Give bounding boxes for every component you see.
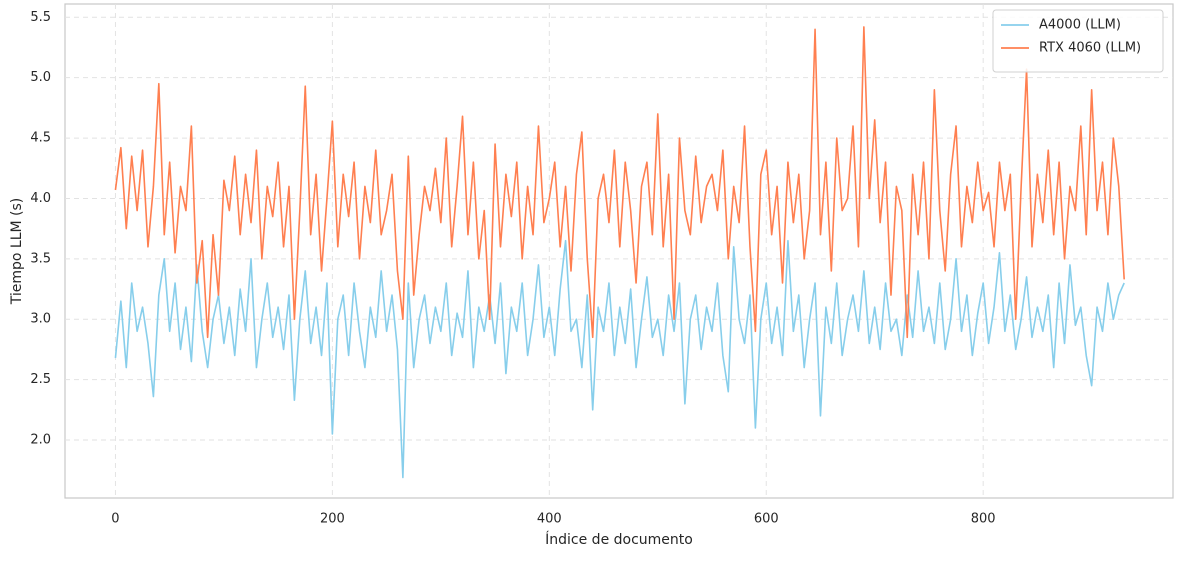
grid — [65, 4, 1173, 498]
plot-area — [64, 3, 1174, 499]
legend-box — [992, 9, 1164, 73]
legend: A4000 (LLM) RTX 4060 (LLM) — [992, 9, 1164, 73]
y-tick-label: 3.0 — [30, 312, 51, 327]
y-tick-label: 5.0 — [30, 70, 51, 85]
y-axis-label: Tiempo LLM (s) — [9, 198, 25, 306]
x-tick-label: 400 — [537, 512, 562, 527]
x-tick-label: 200 — [320, 512, 345, 527]
x-tick-label: 0 — [111, 512, 119, 527]
x-tick-label: 600 — [754, 512, 779, 527]
x-axis-label: Índice de documento — [545, 531, 693, 548]
y-tick-label: 4.0 — [30, 191, 51, 206]
y-tick-label: 3.5 — [30, 251, 51, 266]
y-tick-label: 4.5 — [30, 131, 51, 146]
y-tick-label: 2.5 — [30, 372, 51, 387]
line-series — [114, 239, 1125, 479]
y-tick-label: 2.0 — [30, 433, 51, 448]
legend-label: A4000 (LLM) — [1039, 18, 1121, 33]
legend-label: RTX 4060 (LLM) — [1039, 41, 1141, 56]
x-tick-label: 800 — [971, 512, 996, 527]
line-series — [114, 26, 1125, 339]
y-tick-label: 5.5 — [30, 10, 51, 25]
